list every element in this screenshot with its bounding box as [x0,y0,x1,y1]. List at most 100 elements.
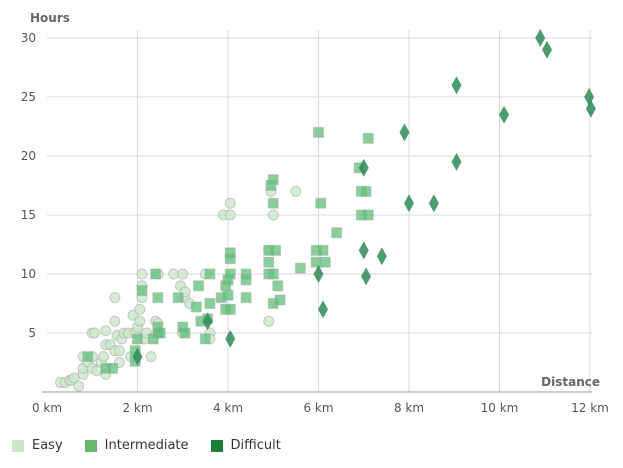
data-point-intermediate [224,253,236,265]
data-point-intermediate [152,292,164,304]
data-point-intermediate [154,327,166,339]
y-tick-label: 25 [21,90,36,104]
data-point-difficult [499,105,510,124]
data-point-intermediate [224,303,236,315]
data-point-difficult [361,267,372,286]
data-point-difficult [358,241,369,260]
x-tick-label: 12 km [571,401,609,415]
data-point-intermediate [222,289,234,301]
data-point-intermediate [362,209,374,221]
y-tick-label: 20 [21,149,36,163]
data-point-intermediate [272,280,284,292]
data-point-easy [100,325,112,337]
data-point-intermediate [132,333,143,345]
data-point-difficult [225,329,236,348]
x-tick-label: 2 km [122,401,152,415]
y-tick-label: 5 [28,326,36,340]
data-point-intermediate [204,268,216,280]
data-point-easy [134,303,146,315]
data-point-easy [89,327,101,339]
data-point-easy [145,351,157,363]
data-point-intermediate [263,256,275,268]
data-point-intermediate [319,256,331,268]
data-point-difficult [399,123,410,142]
data-point-easy [134,315,146,327]
x-tick-label: 10 km [481,401,519,415]
data-point-easy [290,185,302,197]
data-point-intermediate [317,244,329,256]
legend-swatch-easy [12,439,24,452]
legend: Easy Intermediate Difficult [12,438,281,453]
data-point-easy [73,380,85,392]
data-point-intermediate [240,274,252,286]
data-point-difficult [132,347,143,366]
data-point-intermediate [172,292,184,304]
data-point-difficult [202,312,213,331]
data-point-easy [267,209,279,221]
data-point-intermediate [136,285,148,297]
legend-item-intermediate[interactable]: Intermediate [84,438,189,453]
data-point-difficult [358,158,369,177]
legend-label-intermediate: Intermediate [104,438,189,453]
legend-swatch-difficult [210,439,223,452]
data-point-difficult [318,300,329,319]
data-point-intermediate [310,256,322,268]
data-point-easy [224,209,236,221]
data-point-difficult [542,40,553,59]
data-point-difficult [451,152,462,171]
data-point-intermediate [313,126,324,138]
data-point-intermediate [362,132,374,144]
data-point-easy [98,351,110,363]
y-tick-label: 10 [21,267,36,281]
legend-label-easy: Easy [32,438,63,453]
scatter-chart: 5 10 15 20 25 30 0 km 2 km 4 km 6 km 8 km 10 km 12 k… [21,11,609,415]
legend-label-difficult: Difficult [230,438,281,453]
data-point-easy [263,315,275,327]
x-tick-label: 4 km [213,401,243,415]
data-point-easy [109,315,121,327]
data-point-difficult [585,99,596,118]
data-point-easy [224,197,236,209]
data-point-intermediate [147,333,159,345]
data-point-intermediate [331,227,343,239]
data-point-intermediate [274,294,286,306]
y-tick-label: 15 [21,208,36,222]
data-point-intermediate [204,298,216,309]
data-point-intermediate [270,244,282,256]
y-axis-label: Hours [30,11,70,25]
data-point-intermediate [199,333,211,345]
data-point-difficult [451,76,462,95]
data-point-easy [177,268,189,280]
data-point-intermediate [179,327,191,339]
data-point-easy [109,292,121,304]
data-point-easy [168,268,180,280]
data-point-intermediate [294,262,306,274]
legend-item-easy[interactable]: Easy [12,438,63,453]
data-point-easy [136,268,148,280]
data-point-difficult [404,194,414,213]
data-point-difficult [428,194,439,213]
data-point-difficult [535,29,546,47]
legend-swatch-intermediate [84,439,97,452]
y-tick-label: 30 [21,31,36,45]
x-tick-label: 0 km [32,401,62,415]
data-point-intermediate [360,185,372,197]
data-point-intermediate [240,292,252,304]
data-point-intermediate [150,268,162,280]
data-point-intermediate [267,268,279,280]
data-point-intermediate [193,280,205,292]
data-point-intermediate [267,197,279,209]
data-point-intermediate [224,268,236,280]
data-point-intermediate [267,174,279,186]
legend-item-difficult[interactable]: Difficult [210,438,281,453]
data-point-intermediate [190,301,202,313]
data-point-difficult [313,265,324,283]
data-point-difficult [376,247,387,266]
data-point-easy [113,345,125,357]
x-tick-label: 6 km [303,401,333,415]
data-point-intermediate [107,362,119,374]
x-axis-label: Distance [541,375,600,389]
data-point-intermediate [82,351,94,363]
x-tick-label: 8 km [394,401,424,415]
data-point-intermediate [315,197,327,209]
